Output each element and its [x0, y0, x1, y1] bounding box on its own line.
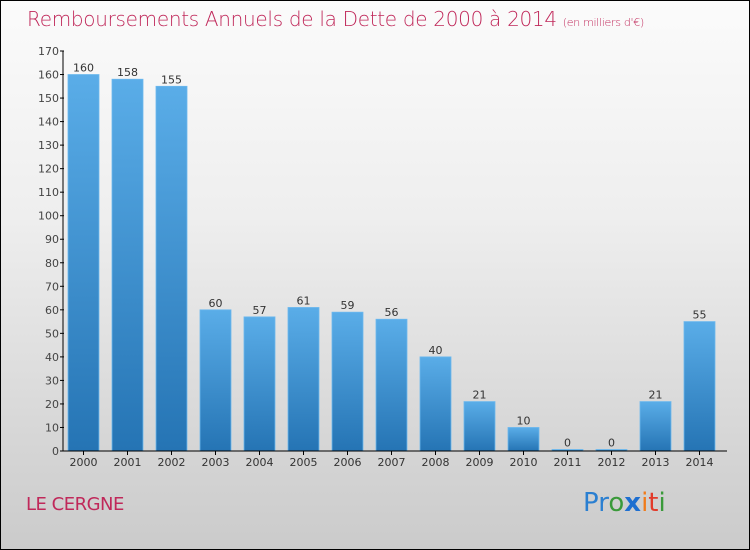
x-tick-label: 2004	[246, 456, 274, 469]
bar	[287, 307, 320, 452]
bar-value-label: 55	[693, 309, 707, 322]
x-tick-label: 2001	[114, 456, 142, 469]
logo-letter: i	[641, 488, 649, 518]
x-tick-label: 2003	[202, 456, 230, 469]
y-tick-label: 70	[45, 280, 59, 293]
x-tick-label: 2002	[158, 456, 186, 469]
y-tick-label: 20	[45, 398, 59, 411]
bar	[199, 309, 232, 452]
bar-value-label: 155	[161, 73, 182, 86]
bar	[243, 316, 276, 452]
bar-value-label: 0	[608, 437, 615, 450]
y-tick-label: 150	[38, 92, 59, 105]
bars: 160 158 155 60 57 61 59 56 40 21 10 0 0 21 55	[67, 62, 716, 452]
x-tick-label: 2000	[70, 456, 98, 469]
y-tick-label: 10	[45, 421, 59, 434]
proxiti-logo[interactable]: Proxiti	[583, 488, 666, 518]
x-tick-label: 2010	[510, 456, 538, 469]
y-tick-label: 50	[45, 327, 59, 340]
x-tick-label: 2012	[598, 456, 626, 469]
x-tick-label: 2009	[466, 456, 494, 469]
logo-letter: o	[608, 488, 625, 518]
x-tick-label: 2011	[554, 456, 582, 469]
x-tick-label: 2007	[378, 456, 406, 469]
bar-value-label: 60	[209, 297, 223, 310]
y-tick-label: 30	[45, 374, 59, 387]
y-tick-label: 80	[45, 257, 59, 270]
chart-title-text: Remboursements Annuels de la Dette de 20…	[27, 7, 557, 31]
chart-unit: (en milliers d'€)	[562, 16, 644, 29]
bar-value-label: 21	[473, 389, 487, 402]
commune-name: LE CERGNE	[26, 494, 124, 515]
bar	[111, 78, 144, 452]
logo-letter: r	[598, 488, 609, 518]
x-tick-label: 2005	[290, 456, 318, 469]
y-tick-label: 170	[38, 45, 59, 58]
bar	[683, 321, 716, 452]
logo-letter: x	[624, 488, 642, 518]
bar-value-label: 0	[564, 437, 571, 450]
x-tick-label: 2013	[642, 456, 670, 469]
y-tick-label: 0	[52, 445, 59, 458]
bar-value-label: 158	[117, 66, 138, 79]
bar-value-label: 10	[517, 414, 531, 427]
y-tick-label: 140	[38, 116, 59, 129]
bar-chart: 0102030405060708090100110120130140150160…	[38, 45, 727, 469]
bar	[331, 311, 364, 452]
bar-value-label: 40	[429, 344, 443, 357]
bar	[67, 74, 100, 452]
bar	[463, 401, 496, 452]
y-tick-label: 40	[45, 351, 59, 364]
bar-value-label: 59	[341, 299, 355, 312]
bar	[375, 318, 408, 452]
chart-title: Remboursements Annuels de la Dette de 20…	[27, 7, 644, 31]
x-axis: 2000 2001 2002 2003 2004 2005 2006 2007 2008 2009…	[63, 450, 727, 469]
bar-value-label: 160	[73, 62, 94, 75]
bar-value-label: 56	[385, 306, 399, 319]
y-tick-label: 120	[38, 163, 59, 176]
y-tick-label: 130	[38, 139, 59, 152]
y-tick-label: 90	[45, 233, 59, 246]
y-tick-label: 100	[38, 210, 59, 223]
y-tick-label: 110	[38, 186, 59, 199]
x-tick-label: 2006	[334, 456, 362, 469]
y-tick-label: 160	[38, 69, 59, 82]
bar-value-label: 61	[297, 294, 311, 307]
y-tick-label: 60	[45, 304, 59, 317]
bar-value-label: 57	[253, 304, 267, 317]
bar-value-label: 21	[649, 389, 663, 402]
logo-letter: t	[648, 488, 659, 518]
bar	[155, 85, 188, 452]
y-axis: 0 10 20 30 40 50 60 70 80 90 100 110 120 130 140 150 160…	[38, 45, 64, 458]
bar	[507, 427, 540, 452]
bar	[419, 356, 452, 452]
logo-letter: i	[658, 488, 666, 518]
x-tick-label: 2014	[686, 456, 714, 469]
bar	[639, 401, 672, 452]
x-tick-label: 2008	[422, 456, 450, 469]
logo-letter: P	[583, 488, 599, 518]
